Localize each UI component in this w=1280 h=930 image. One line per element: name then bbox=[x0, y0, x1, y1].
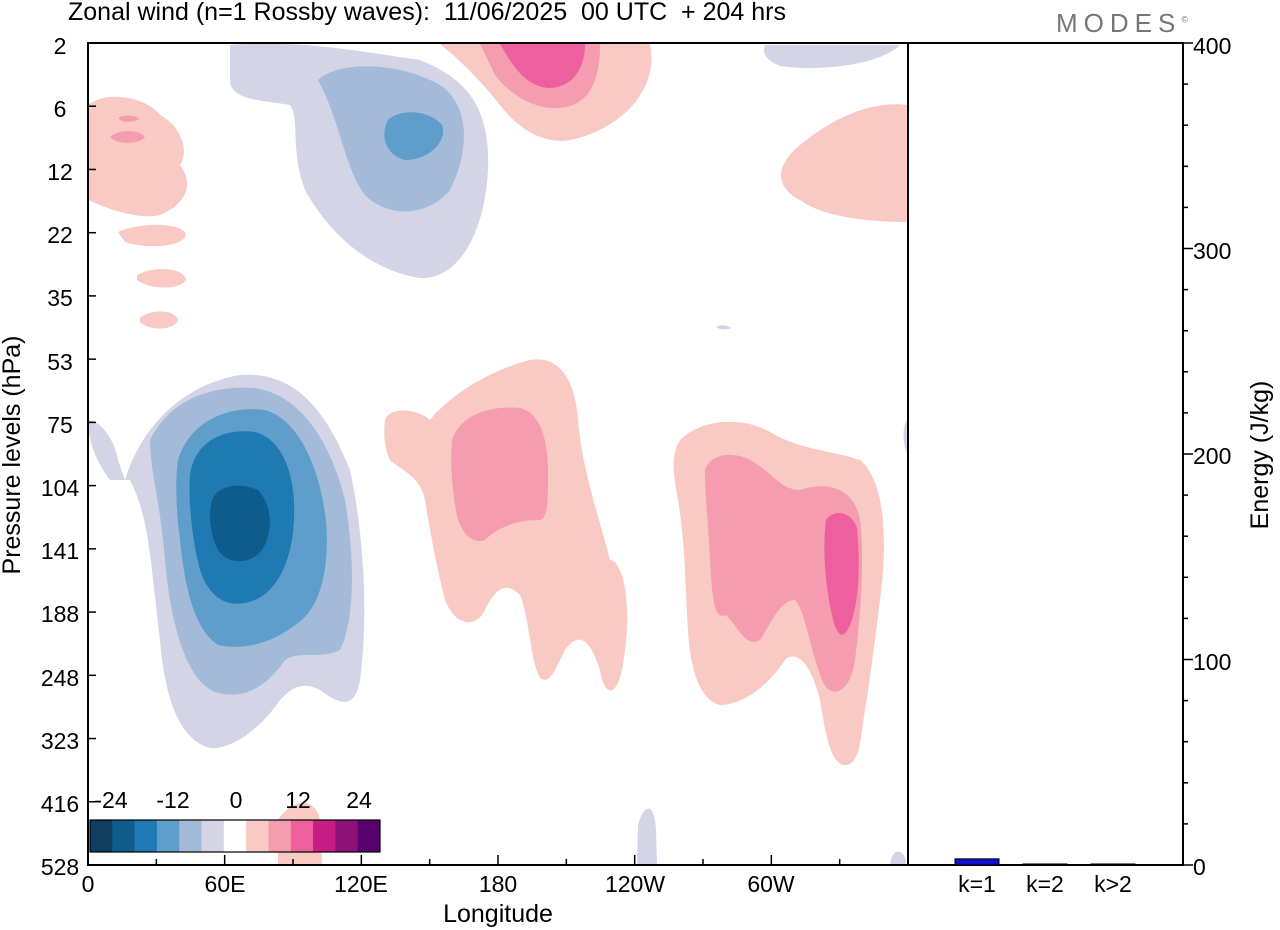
x-tick-label: 120E bbox=[334, 871, 388, 897]
contour-pos-left1c bbox=[118, 115, 140, 122]
y-axis-pressure: 2 6 12 22 35 53 75 104 141 188 248 323 4… bbox=[41, 33, 96, 880]
colorbar: -24 -12 0 12 24 bbox=[89, 787, 381, 853]
contour-pos-r2 bbox=[705, 454, 863, 692]
y-tick-label: 416 bbox=[41, 791, 79, 817]
contour-pos-left3 bbox=[137, 268, 186, 288]
energy-y-axis: 0 100 200 300 400 bbox=[1193, 33, 1231, 880]
y-tick-label: 12 bbox=[47, 159, 73, 185]
contour-neg-rightedge bbox=[903, 418, 908, 455]
energy-tick-label: 100 bbox=[1193, 649, 1231, 675]
x-tick-label: 120W bbox=[605, 871, 665, 897]
x-axis-label: Longitude bbox=[443, 900, 553, 928]
energy-bars bbox=[954, 858, 1136, 866]
contour-pos-l3 bbox=[500, 44, 585, 88]
contour-neg-bottom1 bbox=[637, 808, 657, 865]
brand-mark: © bbox=[1181, 14, 1188, 25]
contour-neg-b5 bbox=[210, 485, 270, 562]
x-tick-label: 180 bbox=[479, 871, 517, 897]
colorbar-cell bbox=[268, 820, 292, 852]
contour-pos-left2 bbox=[118, 224, 186, 247]
colorbar-label: -24 bbox=[94, 787, 127, 813]
x-ticks bbox=[87, 855, 909, 865]
colorbar-cell bbox=[179, 820, 203, 852]
energy-bar bbox=[1022, 863, 1068, 866]
energy-bar bbox=[954, 858, 1000, 866]
colorbar-label: 0 bbox=[230, 787, 243, 813]
chart-title: Zonal wind (n=1 Rossby waves): 11/06/202… bbox=[68, 0, 786, 26]
y-tick-label: 6 bbox=[54, 96, 67, 122]
y-tick-label: 528 bbox=[41, 854, 79, 880]
contour-pos-left1b bbox=[110, 130, 145, 143]
contour-pos-c2 bbox=[451, 407, 548, 541]
colorbar-frame bbox=[89, 819, 381, 853]
contour-neg-l3 bbox=[384, 112, 444, 160]
brand-name: MODES bbox=[1056, 8, 1182, 38]
energy-tick-label: 200 bbox=[1193, 443, 1231, 469]
colorbar-cell bbox=[112, 820, 136, 852]
energy-category-label: k>2 bbox=[1094, 871, 1132, 897]
energy-axis-ticks bbox=[1183, 42, 1193, 866]
energy-tick-label: 0 bbox=[1193, 854, 1206, 880]
colorbar-label: 12 bbox=[285, 787, 311, 813]
contour-neg-bottom2 bbox=[890, 851, 906, 865]
y-tick-label: 104 bbox=[41, 475, 80, 501]
y-tick-label: 75 bbox=[47, 412, 73, 438]
energy-axis-label: Energy (J/kg) bbox=[1246, 381, 1274, 530]
y-tick-label: 141 bbox=[41, 538, 79, 564]
y-axis-label: Pressure levels (hPa) bbox=[0, 336, 26, 575]
colorbar-cell bbox=[290, 820, 314, 852]
colorbar-label: 24 bbox=[346, 787, 372, 813]
y-tick-label: 188 bbox=[41, 601, 79, 627]
energy-category-label: k=2 bbox=[1026, 871, 1064, 897]
contour-neg-dot bbox=[716, 325, 731, 330]
x-axis-longitude: 0 60E 120E 180 120W 60W bbox=[82, 871, 795, 897]
y-tick-label: 2 bbox=[54, 33, 67, 59]
energy-categories: k=1 k=2 k>2 bbox=[958, 871, 1132, 897]
brand-logo: MODES© bbox=[1056, 8, 1188, 39]
colorbar-cell bbox=[201, 820, 225, 852]
contour-pos-topright bbox=[781, 104, 908, 222]
colorbar-cell bbox=[90, 820, 113, 852]
contour-field bbox=[88, 43, 908, 865]
colorbar-cell bbox=[156, 820, 180, 852]
contour-neg-topright bbox=[763, 45, 900, 69]
x-tick-label: 0 bbox=[82, 871, 95, 897]
contour-pos-r3 bbox=[824, 513, 859, 635]
x-tick-label: 60W bbox=[747, 871, 795, 897]
contour-pos-left1 bbox=[88, 96, 188, 217]
energy-tick-label: 400 bbox=[1193, 33, 1231, 59]
colorbar-label: -12 bbox=[156, 787, 189, 813]
energy-tick-label: 300 bbox=[1193, 238, 1231, 264]
colorbar-cell bbox=[223, 820, 247, 852]
colorbar-cell bbox=[335, 820, 359, 852]
contour-pos-left4 bbox=[140, 311, 178, 329]
energy-category-label: k=1 bbox=[958, 871, 996, 897]
x-tick-label: 60E bbox=[205, 871, 246, 897]
y-tick-label: 248 bbox=[41, 665, 79, 691]
colorbar-cell bbox=[357, 820, 381, 852]
colorbar-cell bbox=[134, 820, 158, 852]
y-tick-label: 22 bbox=[47, 222, 73, 248]
energy-bar bbox=[1090, 863, 1136, 866]
y-tick-label: 323 bbox=[41, 728, 79, 754]
colorbar-cell bbox=[246, 820, 269, 852]
y-tick-label: 53 bbox=[47, 349, 73, 375]
y-tick-label: 35 bbox=[47, 285, 73, 311]
colorbar-cell bbox=[313, 820, 336, 852]
